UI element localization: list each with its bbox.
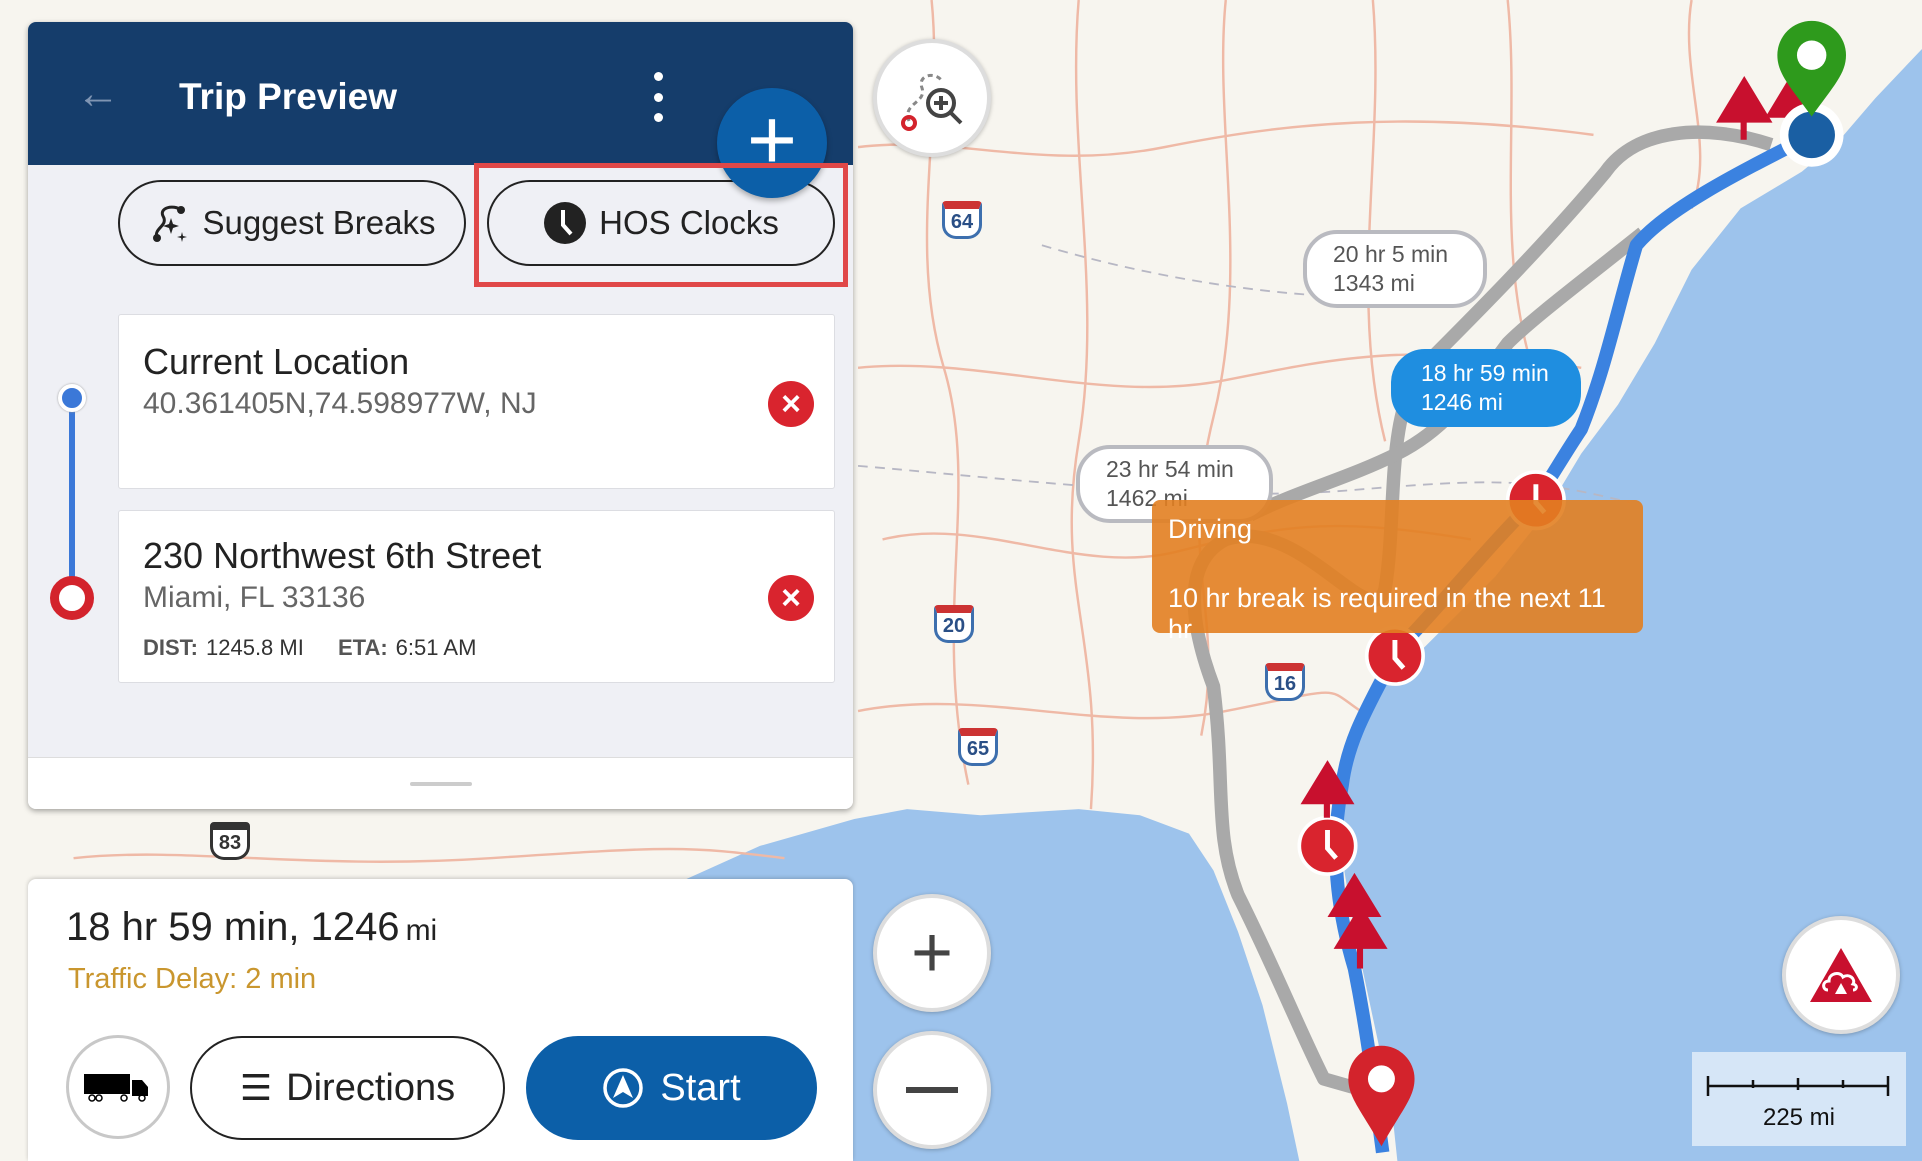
- weather-hazard-icon: [1810, 948, 1872, 1002]
- hos-clock-marker[interactable]: [1364, 625, 1425, 686]
- close-icon: ×: [781, 579, 801, 617]
- add-stop-button[interactable]: +: [717, 88, 827, 198]
- page-title: Trip Preview: [179, 76, 397, 117]
- highlight-box: [474, 163, 848, 287]
- suggest-breaks-button[interactable]: Suggest Breaks: [118, 180, 466, 266]
- weather-alert-marker[interactable]: [1300, 760, 1355, 818]
- drag-handle[interactable]: [28, 757, 853, 809]
- sparkle-route-icon: [152, 205, 187, 242]
- dist-label: DIST:: [143, 635, 198, 660]
- route-distance: 1246 mi: [1421, 389, 1503, 415]
- more-options-button[interactable]: [648, 72, 668, 122]
- navigation-arrow-icon: [603, 1068, 644, 1108]
- destination-pin-icon[interactable]: [1348, 1045, 1415, 1147]
- plus-icon: +: [746, 92, 798, 188]
- truck-icon: [84, 1074, 148, 1102]
- back-button[interactable]: ←: [76, 72, 126, 116]
- start-button[interactable]: Start: [526, 1036, 817, 1140]
- route-timeline: [69, 396, 75, 594]
- close-icon: ×: [781, 385, 801, 423]
- eta-label: ETA:: [337, 635, 388, 660]
- summary-time-distance: 18 hr 59 min, 1246: [66, 905, 400, 949]
- map-scale: 225 mi: [1692, 1052, 1906, 1146]
- destination-dot: [50, 576, 94, 620]
- zoom-out-button[interactable]: [873, 1031, 991, 1149]
- stop-name: Current Location: [143, 341, 410, 382]
- route-time: 23 hr 54 min: [1106, 456, 1234, 482]
- remove-stop-button[interactable]: ×: [768, 381, 814, 427]
- eta-value: 6:51 AM: [395, 635, 477, 660]
- header: ← Trip Preview: [28, 22, 853, 165]
- stop-address: Miami, FL 33136: [143, 581, 366, 614]
- tooltip-title: Driving: [1168, 514, 1253, 544]
- hos-clocks-label: HOS Clocks: [599, 204, 779, 241]
- route-time: 20 hr 5 min: [1333, 241, 1449, 267]
- interstate-shield: 20: [934, 605, 974, 643]
- directions-label: Directions: [286, 1066, 456, 1109]
- suggest-breaks-label: Suggest Breaks: [202, 204, 436, 241]
- hos-tooltip: Driving 10 hr break is required in the n…: [1152, 500, 1643, 644]
- dist-value: 1245.8 MI: [206, 635, 304, 660]
- route-overview-button[interactable]: [873, 39, 991, 157]
- hos-clock-marker[interactable]: [1297, 815, 1358, 876]
- route-zoom-icon: [901, 73, 963, 131]
- interstate-shield: 64: [942, 201, 982, 239]
- scale-bar: [1706, 1076, 1890, 1096]
- start-label: Start: [660, 1066, 741, 1109]
- summary-unit: mi: [405, 914, 438, 947]
- current-location-marker: [1779, 102, 1844, 167]
- origin-pin-icon[interactable]: [1777, 20, 1847, 117]
- stop-name: 230 Northwest 6th Street: [143, 535, 542, 576]
- vehicle-profile-button[interactable]: [66, 1035, 170, 1139]
- stop-address: 40.361405N,74.598977W, NJ: [143, 387, 537, 420]
- origin-dot: [58, 384, 86, 412]
- trip-summary-sheet: 18 hr 59 min, 1246 mi Traffic Delay: 2 mi…: [28, 879, 853, 1161]
- hazard-alerts-button[interactable]: [1782, 916, 1900, 1034]
- stop-card-destination[interactable]: 230 Northwest 6th Street Miami, FL 33136…: [118, 510, 835, 683]
- interstate-shield: 65: [958, 728, 998, 766]
- route-option-bubble-selected[interactable]: 18 hr 59 min 1246 mi: [1391, 349, 1581, 427]
- scale-label: 225 mi: [1762, 1104, 1836, 1131]
- weather-alert-marker[interactable]: [1327, 872, 1388, 969]
- trip-summary: 18 hr 59 min, 1246 mi: [66, 905, 437, 950]
- route-distance: 1343 mi: [1333, 270, 1415, 296]
- trip-preview-panel: ← Trip Preview + Suggest Breaks HOS Cloc…: [28, 22, 853, 809]
- us-route-shield: 83: [210, 822, 250, 860]
- arrow-left-icon: ←: [76, 69, 120, 118]
- hos-clocks-button[interactable]: HOS Clocks: [487, 180, 835, 266]
- directions-button[interactable]: ☰ Directions: [190, 1036, 505, 1140]
- route-time: 18 hr 59 min: [1421, 360, 1549, 386]
- tooltip-message: 10 hr break is required in the next 11 h…: [1168, 583, 1606, 644]
- interstate-shield: 16: [1265, 663, 1305, 701]
- route-option-bubble[interactable]: 20 hr 5 min 1343 mi: [1303, 230, 1487, 308]
- plus-icon: +: [910, 913, 954, 993]
- remove-stop-button[interactable]: ×: [768, 575, 814, 621]
- traffic-delay: Traffic Delay: 2 min: [68, 963, 317, 995]
- stop-meta: DIST: 1245.8 MI ETA: 6:51 AM: [143, 635, 476, 661]
- list-icon: ☰: [239, 1067, 273, 1108]
- stop-card-origin[interactable]: Current Location 40.361405N,74.598977W, …: [118, 314, 835, 489]
- clock-icon: [544, 202, 587, 244]
- route-option-bubble[interactable]: 23 hr 54 min 1462 mi: [1076, 445, 1273, 523]
- zoom-in-button[interactable]: +: [873, 894, 991, 1012]
- minus-icon: [906, 1087, 958, 1093]
